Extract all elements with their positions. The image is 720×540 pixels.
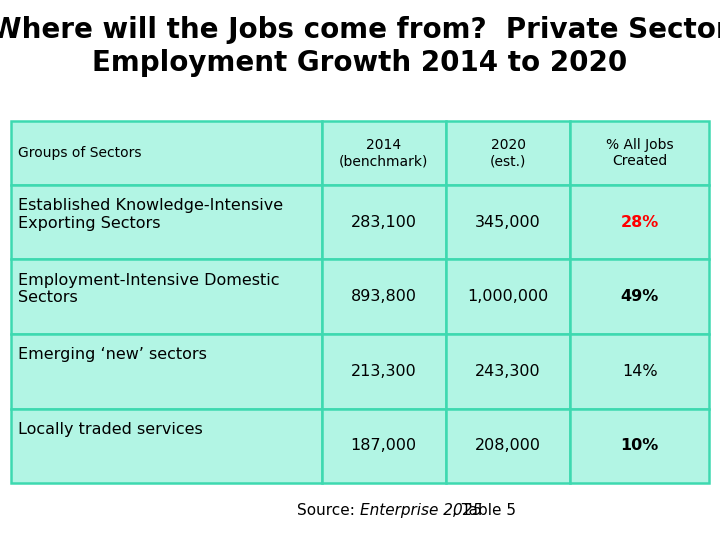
Text: 243,300: 243,300 <box>475 364 541 379</box>
Bar <box>11 259 322 334</box>
Text: 2020
(est.): 2020 (est.) <box>490 138 526 168</box>
Text: 208,000: 208,000 <box>475 438 541 454</box>
Bar <box>446 259 570 334</box>
Bar <box>570 409 709 483</box>
Text: Where will the Jobs come from?  Private Sector
Employment Growth 2014 to 2020: Where will the Jobs come from? Private S… <box>0 16 720 77</box>
Text: 14%: 14% <box>622 364 657 379</box>
Text: 283,100: 283,100 <box>351 214 417 230</box>
Text: 1,000,000: 1,000,000 <box>467 289 549 304</box>
Text: Employment-Intensive Domestic
Sectors: Employment-Intensive Domestic Sectors <box>18 273 279 305</box>
Text: 28%: 28% <box>621 214 659 230</box>
Bar <box>322 185 446 259</box>
Bar <box>446 409 570 483</box>
Text: Enterprise 2025: Enterprise 2025 <box>360 503 482 518</box>
Bar <box>322 122 446 185</box>
Bar <box>11 334 322 409</box>
Text: 2014
(benchmark): 2014 (benchmark) <box>339 138 428 168</box>
Bar <box>322 259 446 334</box>
Bar <box>322 409 446 483</box>
Text: 49%: 49% <box>621 289 659 304</box>
Text: Emerging ‘new’ sectors: Emerging ‘new’ sectors <box>18 347 207 362</box>
Bar <box>570 185 709 259</box>
Bar <box>570 259 709 334</box>
Bar <box>446 185 570 259</box>
Text: 187,000: 187,000 <box>351 438 417 454</box>
Text: Locally traded services: Locally traded services <box>18 422 203 437</box>
Text: 893,800: 893,800 <box>351 289 417 304</box>
Bar <box>446 122 570 185</box>
Bar <box>322 334 446 409</box>
Text: Established Knowledge-Intensive
Exporting Sectors: Established Knowledge-Intensive Exportin… <box>18 198 283 231</box>
Text: 10%: 10% <box>621 438 659 454</box>
Text: Groups of Sectors: Groups of Sectors <box>18 146 142 160</box>
Bar <box>11 122 322 185</box>
Text: 345,000: 345,000 <box>475 214 541 230</box>
Bar <box>570 334 709 409</box>
Text: Source:: Source: <box>297 503 360 518</box>
Text: 213,300: 213,300 <box>351 364 417 379</box>
Bar <box>446 334 570 409</box>
Text: % All Jobs
Created: % All Jobs Created <box>606 138 673 168</box>
Text: , Table 5: , Table 5 <box>452 503 516 518</box>
Bar <box>570 122 709 185</box>
Bar <box>11 409 322 483</box>
Bar <box>11 185 322 259</box>
